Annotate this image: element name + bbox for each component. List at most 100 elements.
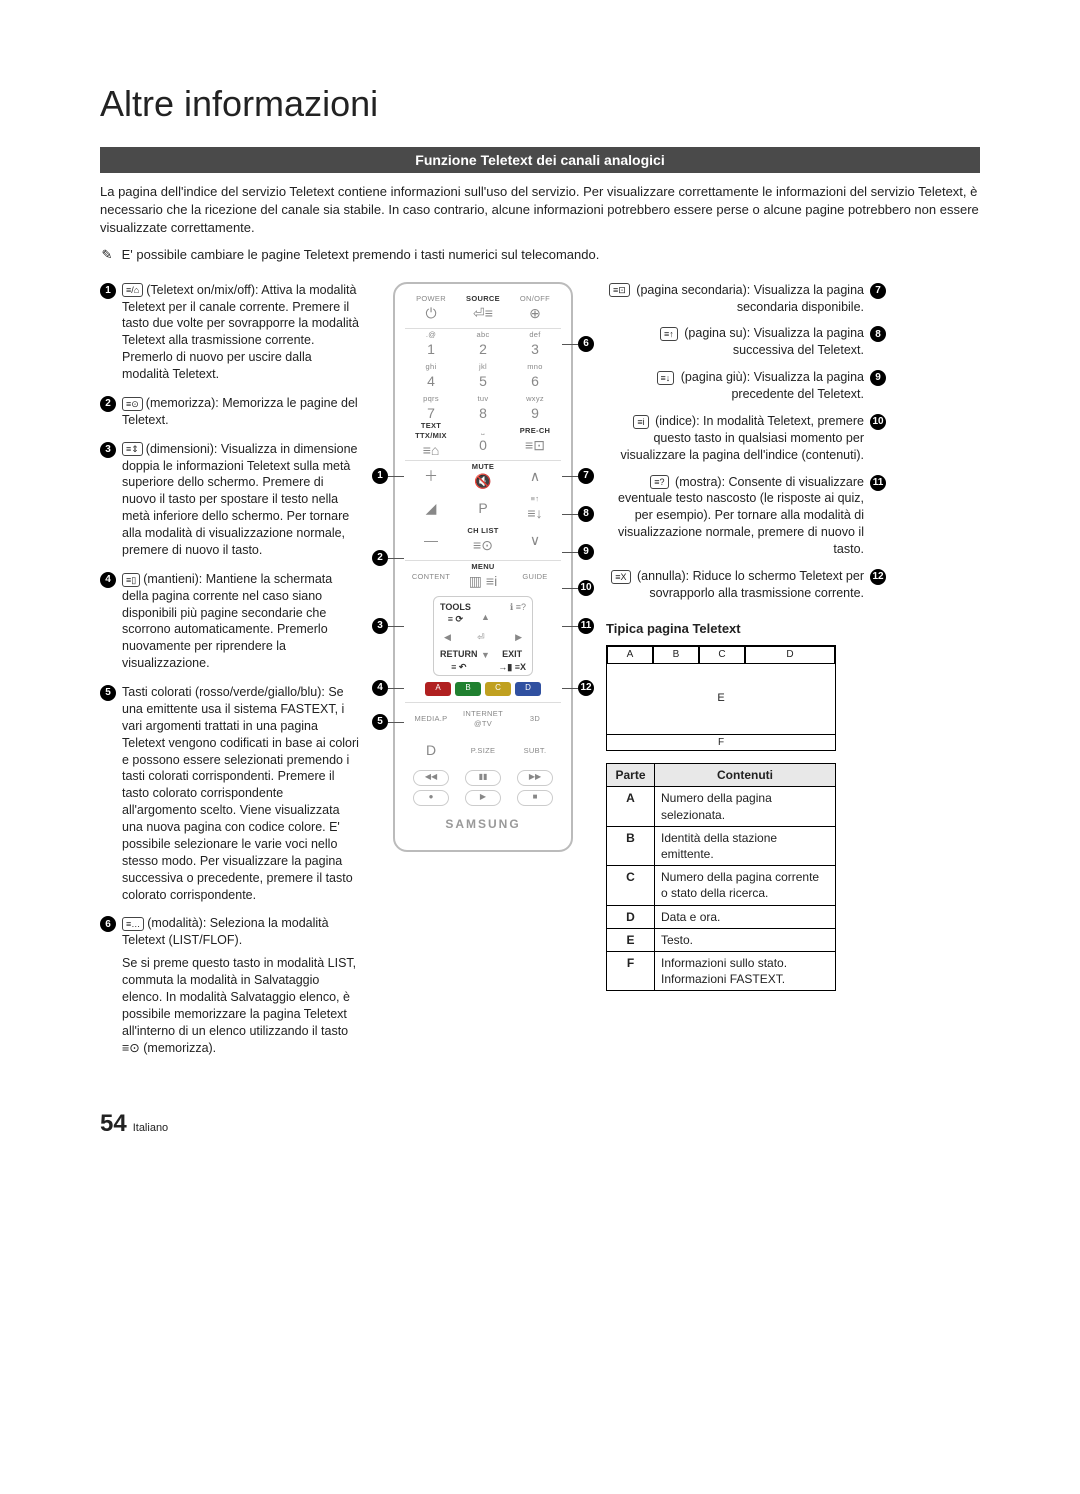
item-number: 1: [100, 283, 116, 299]
callout-3: 3: [372, 618, 388, 634]
callout-9: 9: [578, 544, 594, 560]
remote-button[interactable]: mno6: [513, 364, 557, 390]
intro-text: La pagina dell'indice del servizio Telet…: [100, 183, 980, 236]
callout-10: 10: [578, 580, 594, 596]
remote-button[interactable]: ≡↑≡↓: [513, 496, 557, 522]
remote-button[interactable]: P.SIZE: [461, 738, 505, 764]
remote-button[interactable]: CH LIST≡⊙: [461, 528, 505, 554]
cell-content: Numero della pagina corrente o stato del…: [655, 866, 836, 905]
right-item: ≡⊡ (pagina secondaria): Visualizza la pa…: [606, 282, 886, 316]
remote-button[interactable]: 3D: [513, 706, 557, 732]
callout-11: 11: [578, 618, 594, 634]
remote-button[interactable]: ghi4: [409, 364, 453, 390]
teletext-key-icon: ≡i: [633, 415, 648, 429]
remote-button[interactable]: P: [461, 496, 505, 522]
page-footer: 54 Italiano: [100, 1108, 980, 1140]
transport-button[interactable]: ◀◀: [413, 770, 449, 786]
remote-button[interactable]: ◢: [409, 496, 453, 522]
right-item: ≡i (indice): In modalità Teletext, preme…: [606, 413, 886, 464]
right-item: ≡? (mostra): Consente di visualizzare ev…: [606, 474, 886, 558]
cell-part: F: [607, 951, 655, 990]
item-number: 9: [870, 370, 886, 386]
teletext-key-icon: ≡↓: [657, 371, 675, 385]
teletext-key-icon: ≡/⌂: [122, 283, 143, 297]
remote-button[interactable]: jkl5: [461, 364, 505, 390]
note-body: E' possibile cambiare le pagine Teletext…: [122, 247, 600, 262]
item-number: 10: [870, 414, 886, 430]
teletext-key-icon: ≡⊙: [122, 397, 143, 411]
item-text: ≡X (annulla): Riduce lo schermo Teletext…: [606, 568, 864, 602]
remote-button[interactable]: POWER⏻: [409, 296, 453, 322]
note-text: ✎ E' possibile cambiare le pagine Telete…: [100, 246, 980, 264]
remote-button[interactable]: GUIDE: [513, 564, 557, 590]
remote-button[interactable]: MENU▥ ≡i: [461, 564, 505, 590]
callout-1: 1: [372, 468, 388, 484]
transport-button[interactable]: ▶: [465, 790, 501, 806]
color-key[interactable]: A: [425, 682, 451, 696]
ttx-cell-c: C: [699, 646, 745, 664]
right-item: ≡X (annulla): Riduce lo schermo Teletext…: [606, 568, 886, 602]
remote-button[interactable]: CONTENT: [409, 564, 453, 590]
remote-button[interactable]: def3: [513, 332, 557, 358]
left-item: 2≡⊙(memorizza): Memorizza le pagine del …: [100, 395, 360, 429]
ttx-cell-b: B: [653, 646, 699, 664]
ttx-cell-a: A: [607, 646, 653, 664]
remote-button[interactable]: ∧: [513, 464, 557, 490]
page-number: 54: [100, 1108, 127, 1140]
remote-button[interactable]: abc2: [461, 332, 505, 358]
cell-content: Data e ora.: [655, 905, 836, 928]
table-row: ANumero della pagina selezionata.: [607, 787, 836, 826]
brand-label: SAMSUNG: [405, 816, 561, 832]
remote-button[interactable]: ∨: [513, 528, 557, 554]
transport-button[interactable]: ■: [517, 790, 553, 806]
remote-button[interactable]: ⎵0: [461, 428, 505, 454]
th-part: Parte: [607, 764, 655, 787]
callout-8: 8: [578, 506, 594, 522]
remote-button[interactable]: wxyz9: [513, 396, 557, 422]
item-number: 12: [870, 569, 886, 585]
remote-button[interactable]: .@1: [409, 332, 453, 358]
remote-button[interactable]: —: [409, 528, 453, 554]
left-item: 1≡/⌂(Teletext on/mix/off): Attiva la mod…: [100, 282, 360, 383]
color-keys-row: ABCD: [405, 682, 561, 696]
remote-control: POWER⏻ SOURCE⏎≡ ON/OFF⊕ .@1 abc2 def3 ghi4 jkl5…: [393, 282, 573, 852]
left-column: 1≡/⌂(Teletext on/mix/off): Attiva la mod…: [100, 282, 360, 1069]
dpad[interactable]: TOOLS≡ ⟳ℹ ≡?⏎▲▼◀▶RETURN≡ ↶EXIT→▮ ≡X: [433, 596, 533, 676]
remote-column: POWER⏻ SOURCE⏎≡ ON/OFF⊕ .@1 abc2 def3 ghi4 jkl5…: [378, 282, 588, 852]
th-content: Contenuti: [655, 764, 836, 787]
callout-6: 6: [578, 336, 594, 352]
color-key[interactable]: D: [515, 682, 541, 696]
transport-button[interactable]: ●: [413, 790, 449, 806]
teletext-key-icon: ≡…: [122, 917, 144, 931]
remote-button[interactable]: TEXT TTX/MIX≡⌂: [409, 428, 453, 454]
color-key[interactable]: C: [485, 682, 511, 696]
item-number: 3: [100, 442, 116, 458]
remote-button[interactable]: SUBT.: [513, 738, 557, 764]
item-number: 5: [100, 685, 116, 701]
parts-table: Parte Contenuti ANumero della pagina sel…: [606, 763, 836, 991]
remote-button[interactable]: D: [409, 738, 453, 764]
cell-content: Informazioni sullo stato. Informazioni F…: [655, 951, 836, 990]
page-language: Italiano: [133, 1121, 168, 1136]
color-key[interactable]: B: [455, 682, 481, 696]
remote-button[interactable]: MEDIA.P: [409, 706, 453, 732]
ttx-subhead: Tipica pagina Teletext: [606, 620, 886, 638]
remote-button[interactable]: tuv8: [461, 396, 505, 422]
remote-button[interactable]: PRE-CH≡⊡: [513, 428, 557, 454]
remote-button[interactable]: MUTE🔇: [461, 464, 505, 490]
table-row: ETesto.: [607, 928, 836, 951]
cell-part: E: [607, 928, 655, 951]
table-row: DData e ora.: [607, 905, 836, 928]
transport-button[interactable]: ▶▶: [517, 770, 553, 786]
remote-button[interactable]: SOURCE⏎≡: [461, 296, 505, 322]
item-text: ≡? (mostra): Consente di visualizzare ev…: [606, 474, 864, 558]
remote-button[interactable]: ON/OFF⊕: [513, 296, 557, 322]
remote-button[interactable]: ＋: [409, 464, 453, 490]
transport-button[interactable]: ▮▮: [465, 770, 501, 786]
item-number: 11: [870, 475, 886, 491]
cell-part: D: [607, 905, 655, 928]
callout-7: 7: [578, 468, 594, 484]
remote-button[interactable]: pqrs7: [409, 396, 453, 422]
remote-button[interactable]: INTERNET @TV: [461, 706, 505, 732]
right-column: ≡⊡ (pagina secondaria): Visualizza la pa…: [606, 282, 886, 992]
